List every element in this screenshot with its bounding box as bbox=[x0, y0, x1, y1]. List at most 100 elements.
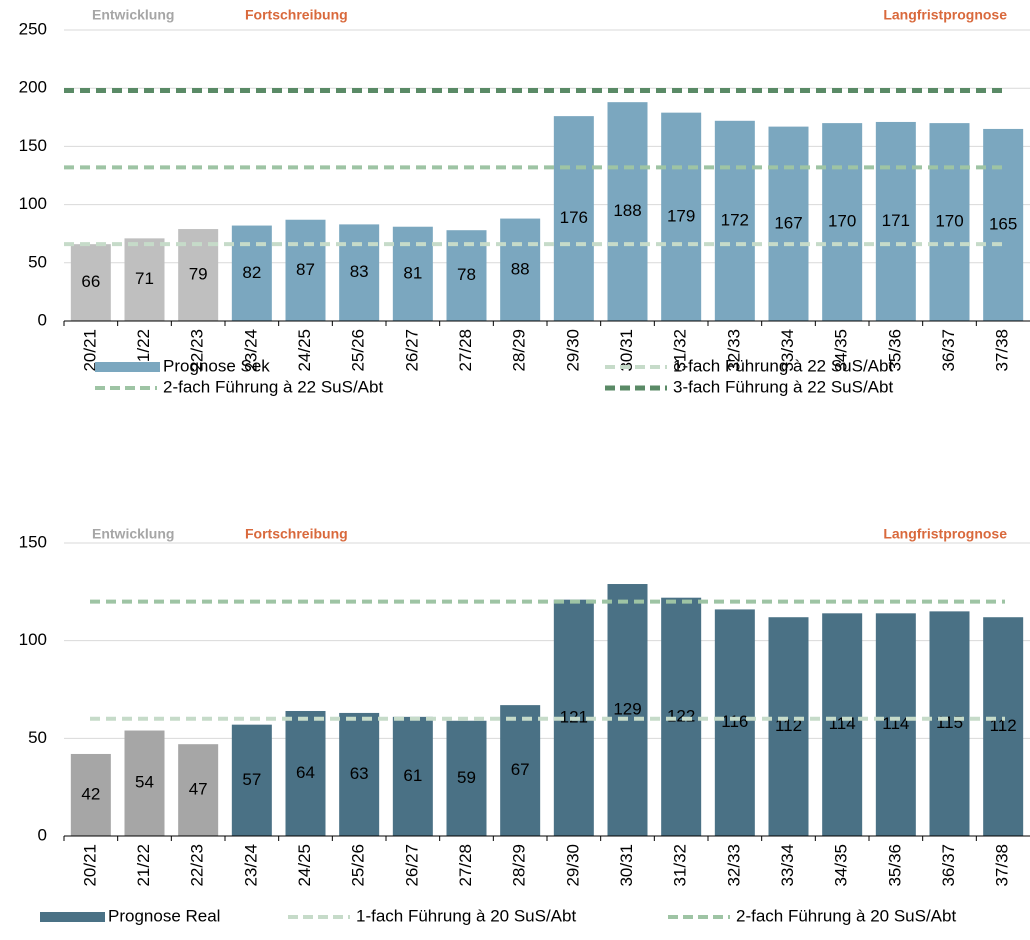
x-tick-label: 26/27 bbox=[402, 844, 421, 887]
y-tick-label: 0 bbox=[38, 310, 47, 329]
y-tick-label: 50 bbox=[28, 252, 47, 271]
bar bbox=[661, 112, 702, 321]
x-tick-label: 25/26 bbox=[349, 329, 368, 372]
bar bbox=[70, 753, 111, 836]
bar bbox=[392, 226, 433, 321]
y-tick-label: 50 bbox=[28, 728, 47, 747]
bar bbox=[500, 218, 541, 321]
x-tick-label: 23/24 bbox=[241, 329, 260, 372]
x-tick-label: 29/30 bbox=[563, 329, 582, 372]
x-tick-label: 21/22 bbox=[134, 329, 153, 372]
x-tick-label: 24/25 bbox=[295, 329, 314, 372]
value-label: 172 bbox=[721, 210, 749, 229]
value-label: 112 bbox=[775, 716, 802, 735]
value-label: 122 bbox=[667, 706, 695, 725]
bar bbox=[607, 102, 648, 321]
value-label: 165 bbox=[989, 214, 1017, 233]
value-label: 82 bbox=[242, 263, 261, 282]
bar bbox=[124, 238, 165, 321]
bar bbox=[714, 609, 755, 836]
x-tick-label: 37/38 bbox=[993, 329, 1012, 372]
annotation: Langfristprognose bbox=[883, 526, 1007, 542]
value-label: 170 bbox=[828, 212, 856, 231]
x-tick-label: 22/23 bbox=[188, 844, 207, 887]
value-label: 114 bbox=[882, 714, 909, 733]
bar bbox=[714, 120, 755, 322]
value-label: 59 bbox=[457, 768, 476, 787]
y-tick-label: 250 bbox=[19, 19, 47, 38]
x-tick-label: 29/30 bbox=[563, 844, 582, 887]
annotation: Fortschreibung bbox=[245, 526, 348, 542]
value-label: 112 bbox=[990, 716, 1017, 735]
x-tick-label: 36/37 bbox=[939, 329, 958, 372]
value-label: 188 bbox=[613, 201, 641, 220]
value-label: 167 bbox=[774, 213, 802, 232]
bar bbox=[929, 123, 970, 322]
y-tick-label: 100 bbox=[19, 194, 47, 213]
y-tick-label: 150 bbox=[19, 136, 47, 155]
legend-label: 3-fach Führung à 22 SuS/Abt bbox=[673, 377, 893, 396]
legend-label: 1-fach Führung à 20 SuS/Abt bbox=[356, 906, 576, 925]
x-tick-label: 27/28 bbox=[456, 329, 475, 372]
x-tick-label: 30/31 bbox=[617, 844, 636, 887]
legend-swatch bbox=[40, 912, 105, 922]
bar bbox=[339, 712, 380, 836]
y-tick-label: 0 bbox=[38, 825, 47, 844]
annotation: Langfristprognose bbox=[883, 7, 1007, 23]
x-tick-label: 27/28 bbox=[456, 844, 475, 887]
x-tick-label: 35/36 bbox=[885, 329, 904, 372]
value-label: 54 bbox=[135, 773, 154, 792]
value-label: 81 bbox=[403, 263, 422, 282]
value-label: 88 bbox=[511, 259, 530, 278]
x-tick-label: 21/22 bbox=[134, 844, 153, 887]
bar bbox=[929, 611, 970, 836]
x-tick-label: 24/25 bbox=[295, 844, 314, 887]
value-label: 129 bbox=[613, 699, 641, 718]
bar bbox=[446, 720, 487, 836]
y-tick-label: 150 bbox=[19, 532, 47, 551]
value-label: 79 bbox=[189, 265, 208, 284]
bar bbox=[70, 244, 111, 321]
x-tick-label: 32/33 bbox=[724, 329, 743, 372]
x-tick-label: 35/36 bbox=[885, 844, 904, 887]
annotation: Entwicklung bbox=[92, 7, 174, 23]
x-tick-label: 31/32 bbox=[671, 844, 690, 887]
bar bbox=[768, 126, 809, 321]
bar bbox=[178, 744, 219, 836]
x-tick-label: 28/29 bbox=[510, 329, 529, 372]
x-tick-label: 25/26 bbox=[349, 844, 368, 887]
value-label: 115 bbox=[936, 713, 963, 732]
legend-label: Prognose Real bbox=[108, 906, 220, 925]
annotation: Entwicklung bbox=[92, 526, 174, 542]
y-tick-label: 200 bbox=[19, 78, 47, 97]
x-tick-label: 34/35 bbox=[832, 329, 851, 372]
bar bbox=[822, 123, 863, 322]
bar bbox=[231, 225, 272, 321]
bar bbox=[285, 219, 326, 321]
bar bbox=[768, 617, 809, 836]
bar bbox=[875, 121, 916, 322]
x-tick-label: 33/34 bbox=[778, 329, 797, 372]
value-label: 179 bbox=[667, 206, 695, 225]
x-tick-label: 33/34 bbox=[778, 844, 797, 887]
x-tick-label: 37/38 bbox=[993, 844, 1012, 887]
x-tick-label: 22/23 bbox=[188, 329, 207, 372]
legend-label: 1-fach Führung à 22 SuS/Abt bbox=[673, 356, 893, 375]
legend-label: Prognose Sek bbox=[163, 356, 270, 375]
value-label: 170 bbox=[935, 212, 963, 231]
bar bbox=[607, 584, 648, 836]
value-label: 64 bbox=[296, 763, 315, 782]
x-tick-label: 30/31 bbox=[617, 329, 636, 372]
value-label: 116 bbox=[721, 712, 748, 731]
y-tick-label: 100 bbox=[19, 630, 47, 649]
value-label: 61 bbox=[403, 766, 422, 785]
value-label: 87 bbox=[296, 260, 315, 279]
value-label: 71 bbox=[135, 269, 154, 288]
value-label: 66 bbox=[81, 272, 100, 291]
value-label: 63 bbox=[350, 764, 369, 783]
bar bbox=[983, 617, 1024, 836]
value-label: 176 bbox=[560, 208, 588, 227]
bar bbox=[285, 710, 326, 836]
x-tick-label: 20/21 bbox=[80, 329, 99, 372]
